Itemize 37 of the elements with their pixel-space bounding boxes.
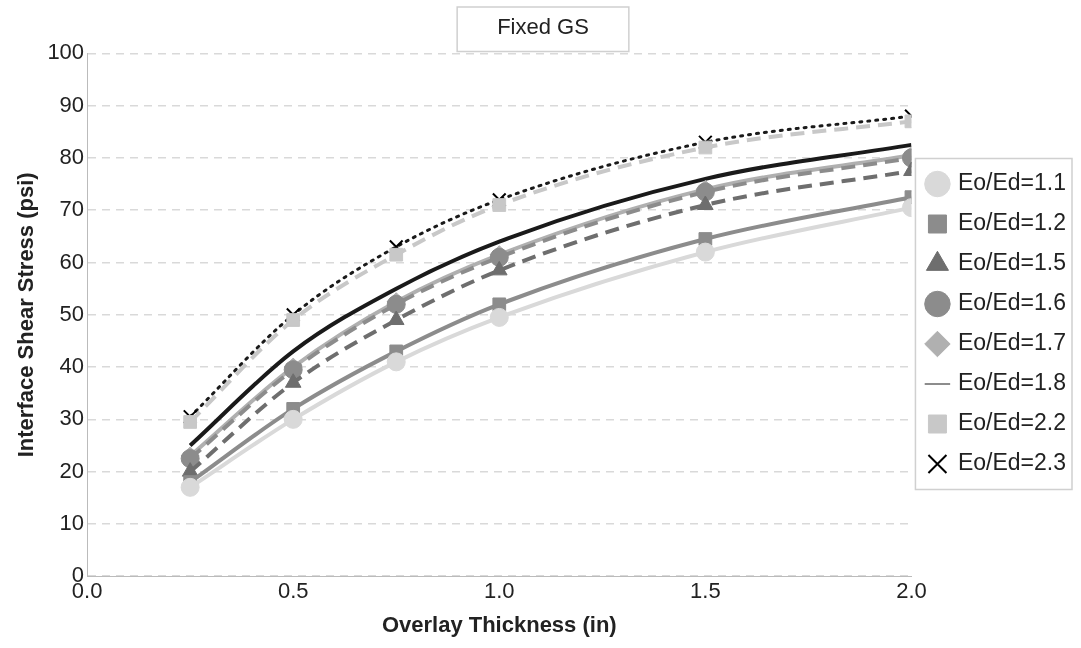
point [286, 313, 301, 327]
y-tick-label: 40 [59, 353, 85, 379]
legend-label: Eo/Ed=2.3 [957, 449, 1066, 476]
x-tick-label: 1.0 [483, 578, 515, 604]
legend-label: Eo/Ed=1.7 [957, 329, 1066, 356]
point [283, 409, 303, 429]
y-tick-label: 80 [59, 144, 85, 170]
x-tick-label: 2.0 [896, 578, 927, 604]
y-axis-title: Interface Shear Stress (psi) [13, 172, 39, 458]
point [492, 198, 507, 212]
legend-label: Eo/Ed=1.6 [957, 289, 1066, 316]
point [386, 352, 406, 372]
point [489, 307, 509, 327]
point [697, 195, 714, 211]
y-tick-label: 10 [59, 509, 85, 535]
point [387, 310, 405, 326]
x-axis-title: Overlay Thickness (in) [381, 611, 617, 637]
point [698, 140, 713, 155]
point [695, 242, 715, 262]
y-tick-label: 90 [59, 91, 85, 117]
y-tick-label: 60 [59, 248, 85, 274]
x-tick-label: 0.5 [277, 578, 309, 604]
chart-title: Fixed GS [497, 14, 589, 40]
y-tick-label: 50 [59, 300, 85, 326]
point [180, 477, 200, 497]
x-tick-label: 1.5 [690, 578, 721, 604]
y-tick-label: 70 [59, 196, 85, 222]
point [183, 415, 198, 429]
legend-label: Eo/Ed=2.2 [957, 409, 1066, 436]
legend-label: Eo/Ed=1.8 [957, 369, 1066, 396]
y-tick-label: 20 [59, 457, 85, 483]
y-tick-label: 100 [47, 39, 85, 65]
y-tick-label: 30 [59, 405, 85, 431]
legend-label: Eo/Ed=1.1 [957, 169, 1066, 196]
legend-label: Eo/Ed=1.2 [957, 209, 1066, 236]
point [389, 247, 404, 262]
legend-label: Eo/Ed=1.5 [957, 249, 1066, 276]
